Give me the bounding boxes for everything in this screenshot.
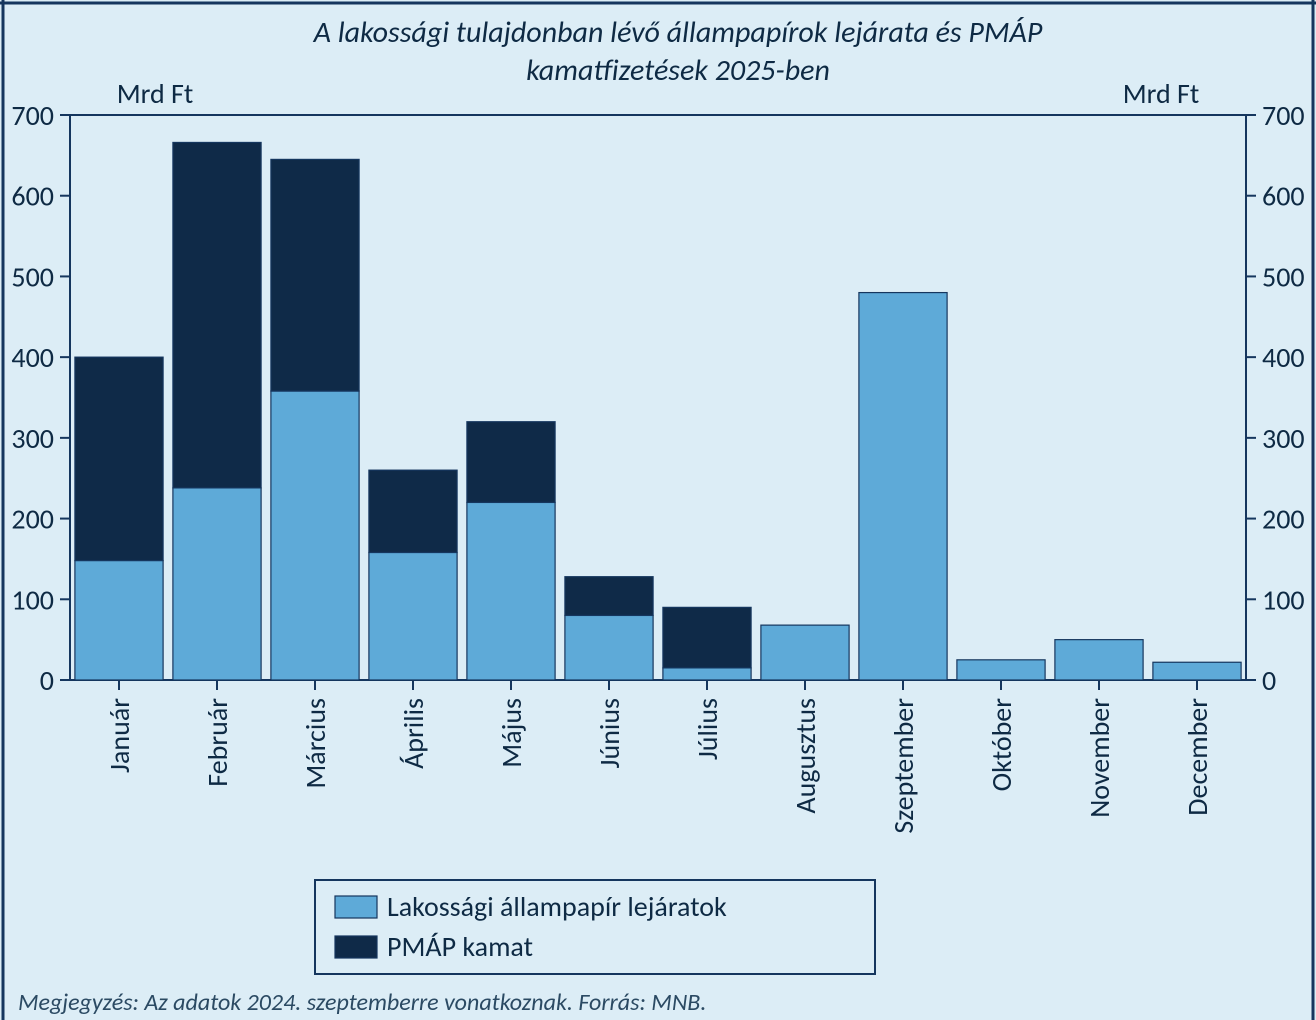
- y-tick-label-left: 500: [11, 259, 54, 294]
- y-tick-label-left: 100: [11, 582, 54, 617]
- y-tick-label-left: 600: [11, 179, 54, 214]
- bar-segment-series0: [467, 502, 555, 680]
- bar-segment-series0: [75, 561, 163, 680]
- legend-swatch: [335, 936, 377, 958]
- x-axis-label: Október: [984, 698, 1019, 792]
- bar-segment-series1: [467, 422, 555, 503]
- x-axis-label: Június: [592, 698, 627, 768]
- legend-label: Lakossági állampapír lejáratok: [387, 889, 727, 924]
- chart-note: Megjegyzés: Az adatok 2024. szeptemberre…: [18, 988, 706, 1017]
- x-axis-label: Július: [690, 698, 725, 760]
- x-axis-label: Március: [298, 698, 333, 789]
- bar-segment-series1: [173, 142, 261, 487]
- bar-segment-series1: [369, 470, 457, 552]
- bar-segment-series0: [173, 488, 261, 680]
- chart-title-line1: A lakossági tulajdonban lévő állampapíro…: [313, 14, 1043, 51]
- x-axis-label: Február: [200, 698, 235, 787]
- x-axis-label: Augusztus: [788, 698, 823, 814]
- x-axis-label: Május: [494, 698, 529, 768]
- y-tick-label-right: 400: [1262, 340, 1305, 375]
- bar-segment-series0: [761, 625, 849, 680]
- y-tick-label-right: 600: [1262, 179, 1305, 214]
- y-tick-label-left: 700: [11, 98, 54, 133]
- y-tick-label-right: 300: [1262, 421, 1305, 456]
- bar-segment-series0: [1153, 662, 1241, 680]
- chart-title-line2: kamatfizetések 2025-ben: [526, 52, 830, 89]
- y-tick-label-right: 0: [1262, 663, 1276, 698]
- x-axis-label: Szeptember: [886, 698, 921, 834]
- y-tick-label-left: 300: [11, 421, 54, 456]
- y-tick-label-left: 200: [11, 502, 54, 537]
- bar-segment-series0: [957, 660, 1045, 680]
- stacked-bar-chart: A lakossági tulajdonban lévő állampapíro…: [0, 0, 1316, 1020]
- y-tick-label-right: 200: [1262, 502, 1305, 537]
- bar-segment-series1: [565, 577, 653, 616]
- bar-segment-series1: [75, 357, 163, 560]
- legend-label: PMÁP kamat: [387, 929, 533, 964]
- x-axis-label: Január: [102, 698, 137, 773]
- y-tick-label-left: 400: [11, 340, 54, 375]
- bar-segment-series0: [271, 391, 359, 680]
- bar-segment-series0: [859, 293, 947, 680]
- legend-swatch: [335, 896, 377, 918]
- y-tick-label-right: 100: [1262, 582, 1305, 617]
- x-axis-label: Április: [396, 698, 431, 769]
- y-tick-label-right: 700: [1262, 98, 1305, 133]
- bar-segment-series0: [369, 552, 457, 680]
- y-tick-label-right: 500: [1262, 259, 1305, 294]
- y-axis-unit-right: Mrd Ft: [1123, 76, 1200, 111]
- bar-segment-series1: [663, 607, 751, 668]
- bar-segment-series0: [663, 668, 751, 680]
- y-axis-unit-left: Mrd Ft: [117, 76, 194, 111]
- bar-segment-series0: [565, 615, 653, 680]
- bar-segment-series1: [271, 159, 359, 391]
- y-tick-label-left: 0: [40, 663, 54, 698]
- chart-container: A lakossági tulajdonban lévő állampapíro…: [0, 0, 1316, 1020]
- bar-segment-series0: [1055, 640, 1143, 680]
- x-axis-label: December: [1180, 698, 1215, 816]
- x-axis-label: November: [1082, 698, 1117, 818]
